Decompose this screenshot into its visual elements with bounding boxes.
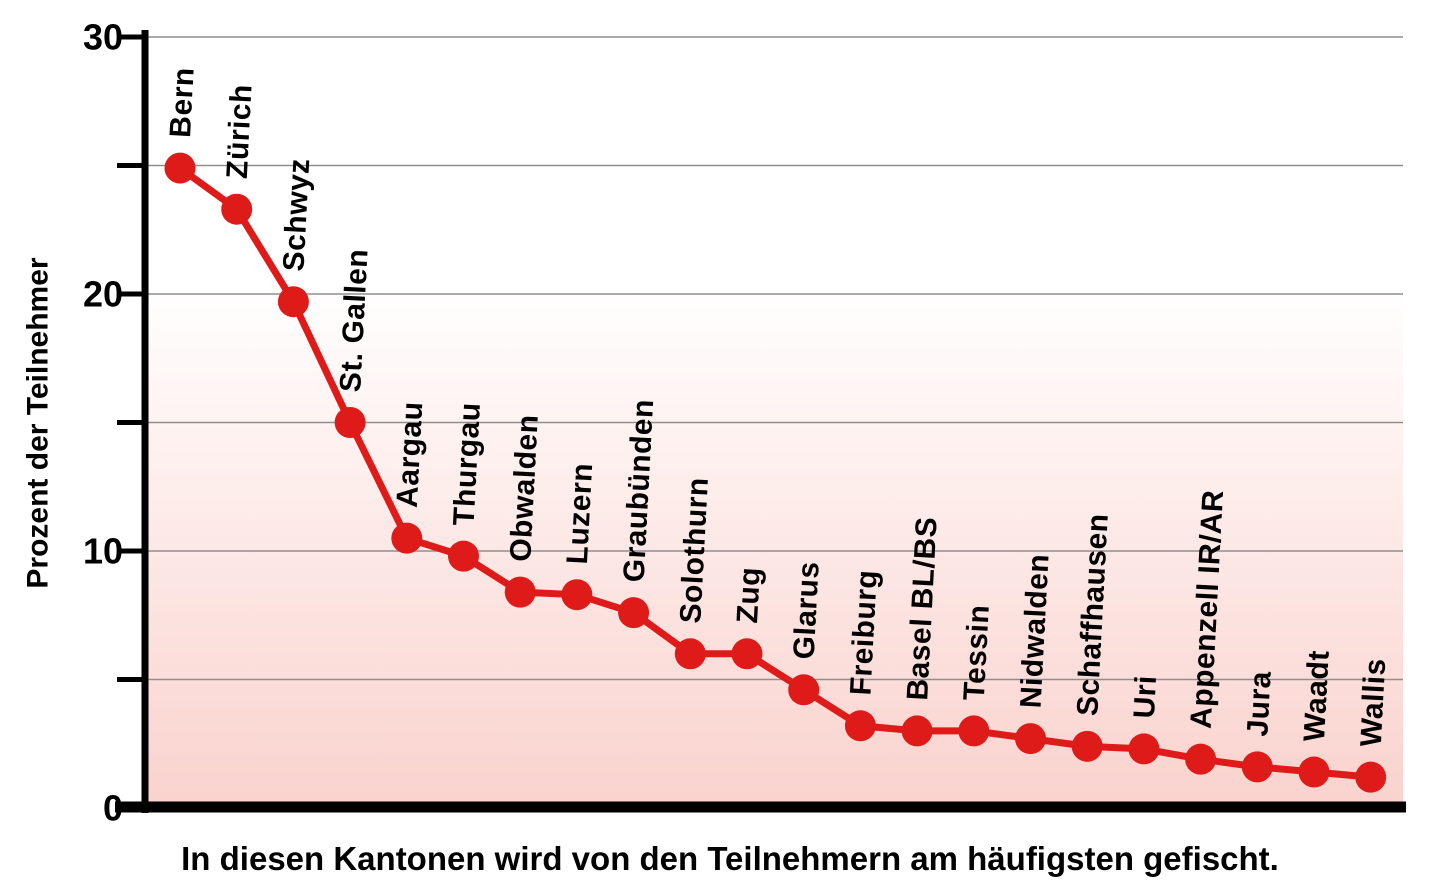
canton-label-21: Wallis bbox=[1355, 657, 1393, 747]
data-point-16 bbox=[1071, 730, 1103, 762]
data-point-20 bbox=[1298, 756, 1330, 788]
data-point-19 bbox=[1241, 751, 1273, 783]
canton-label-0: Bern bbox=[164, 66, 201, 138]
canton-label-2: Schwyz bbox=[277, 157, 316, 272]
canton-label-11: Glarus bbox=[788, 561, 826, 661]
data-point-13 bbox=[901, 715, 933, 747]
canton-label-15: Nidwalden bbox=[1015, 553, 1056, 709]
canton-label-5: Thurgau bbox=[448, 401, 487, 526]
data-point-11 bbox=[788, 674, 820, 706]
y-tick-label-0: 0 bbox=[103, 788, 123, 829]
data-point-1 bbox=[221, 193, 253, 225]
data-point-5 bbox=[448, 540, 479, 572]
y-tick-label-20: 20 bbox=[83, 274, 123, 315]
data-point-17 bbox=[1128, 733, 1160, 765]
data-point-7 bbox=[561, 579, 593, 611]
data-point-14 bbox=[958, 715, 990, 747]
canton-label-3: St. Gallen bbox=[334, 248, 374, 393]
canton-label-19: Jura bbox=[1241, 670, 1277, 737]
data-point-0 bbox=[164, 152, 196, 184]
canton-label-10: Zug bbox=[731, 566, 767, 624]
canton-label-4: Aargau bbox=[391, 401, 430, 509]
data-point-10 bbox=[731, 638, 763, 670]
data-line bbox=[177, 165, 1372, 781]
canton-label-1: Zürich bbox=[221, 83, 259, 179]
canton-label-17: Uri bbox=[1128, 674, 1163, 719]
data-point-9 bbox=[674, 638, 706, 670]
data-point-21 bbox=[1355, 761, 1387, 793]
canton-label-7: Luzern bbox=[561, 462, 599, 565]
data-point-2 bbox=[277, 286, 309, 318]
canton-label-12: Freiburg bbox=[844, 569, 884, 696]
canton-label-14: Tessin bbox=[958, 604, 996, 701]
y-tick-label-10: 10 bbox=[83, 531, 123, 572]
data-point-8 bbox=[618, 597, 650, 629]
canton-label-6: Obwalden bbox=[504, 414, 545, 563]
canton-label-9: Solothurn bbox=[674, 476, 715, 624]
data-point-12 bbox=[844, 710, 876, 742]
data-point-18 bbox=[1185, 743, 1217, 775]
data-point-6 bbox=[504, 576, 536, 608]
data-point-3 bbox=[334, 407, 366, 438]
canton-label-20: Waadt bbox=[1298, 649, 1336, 742]
data-point-4 bbox=[391, 522, 423, 554]
data-point-15 bbox=[1015, 723, 1046, 755]
y-tick-label-30: 30 bbox=[83, 17, 123, 58]
chart-caption: In diesen Kantonen wird von den Teilnehm… bbox=[181, 840, 1279, 877]
